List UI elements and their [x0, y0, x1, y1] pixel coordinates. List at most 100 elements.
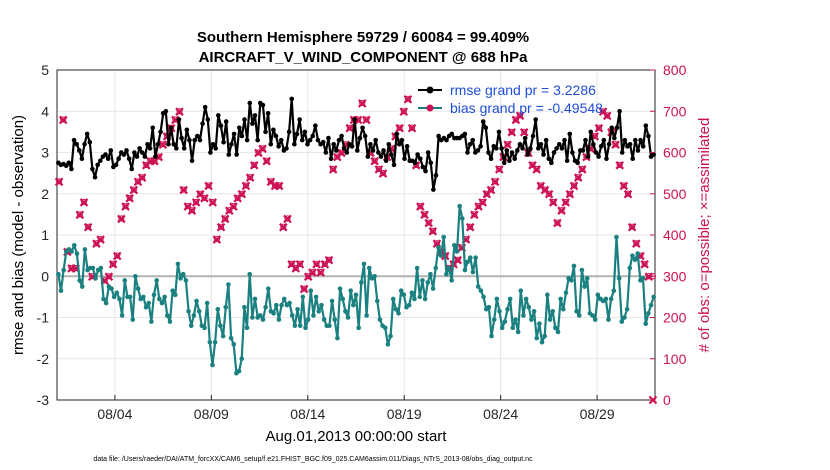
x-tick-labels: 08/04 08/09 08/14 08/19 08/24 08/29	[97, 395, 615, 422]
obs-possible-point	[118, 215, 125, 222]
obs-possible-point	[533, 165, 540, 173]
obs-assimilated-point	[204, 181, 213, 191]
obs-assimilated-point	[279, 222, 288, 232]
rmse-point	[381, 148, 386, 153]
rmse-point	[163, 108, 169, 114]
bias-point	[624, 306, 630, 312]
rmse-point	[297, 117, 302, 122]
bias-point	[608, 296, 614, 302]
x-tick-label: 08/09	[194, 406, 229, 422]
obs-possible-point	[562, 198, 569, 206]
obs-possible-point	[209, 198, 216, 206]
bias-point	[467, 255, 473, 260]
rmse-point	[533, 117, 538, 122]
bias-point	[127, 294, 133, 300]
bias-point	[210, 362, 215, 368]
rmse-point	[121, 152, 127, 157]
rmse-point	[378, 154, 384, 159]
rmse-point	[229, 141, 234, 147]
obs-assimilated-point	[602, 111, 612, 121]
bias-point	[141, 294, 146, 300]
obs-assimilated-point	[615, 161, 624, 170]
bias-point	[452, 243, 457, 248]
obs-assimilated-point	[465, 222, 475, 232]
obs-possible-point	[259, 145, 266, 152]
bias-point	[265, 286, 271, 291]
rmse-point	[66, 160, 72, 166]
rmse-point	[218, 123, 224, 128]
obs-possible-point	[159, 141, 166, 148]
bias-point	[308, 288, 314, 293]
bias-point	[550, 309, 555, 314]
rmse-point	[470, 137, 476, 143]
rmse-point	[90, 166, 95, 172]
obs-possible-point	[251, 161, 258, 168]
y-left-tick-label: 4	[41, 103, 49, 119]
bias-point	[510, 325, 516, 331]
bias-point	[433, 265, 439, 271]
bias-point	[329, 298, 335, 304]
obs-assimilated-point	[548, 198, 558, 207]
rmse-point	[310, 133, 316, 139]
rmse-point	[622, 137, 628, 143]
obs-assimilated-point	[108, 260, 118, 269]
rmse-point	[124, 148, 129, 153]
bias-point	[473, 255, 478, 260]
bias-point	[422, 296, 428, 302]
bias-point	[239, 356, 245, 362]
obs-possible-point	[213, 236, 220, 243]
bias-point	[438, 253, 444, 258]
bias-point	[361, 261, 367, 267]
obs-assimilated-point	[258, 144, 267, 154]
obs-possible-point	[296, 260, 304, 267]
rmse-point	[234, 152, 239, 157]
rmse-point	[134, 154, 140, 159]
obs-possible-point	[371, 157, 378, 164]
obs-possible-point	[292, 264, 299, 272]
obs-possible-point	[325, 256, 333, 263]
bias-point	[393, 306, 399, 312]
rmse-point	[598, 144, 604, 149]
bias-point	[539, 339, 545, 345]
obs-possible-point	[193, 198, 200, 206]
rmse-point	[402, 156, 407, 161]
rmse-point	[483, 125, 489, 131]
rmse-point	[651, 152, 656, 157]
obs-assimilated-point	[229, 202, 238, 211]
bias-series	[56, 203, 656, 376]
obs-possible-point	[321, 260, 328, 267]
rmse-point	[108, 148, 114, 153]
bias-point	[180, 271, 186, 277]
bias-point	[93, 276, 98, 281]
bias-point	[170, 288, 175, 293]
obs-possible-point	[429, 227, 436, 234]
bias-point	[345, 315, 351, 320]
obs-possible-point	[400, 108, 407, 115]
bias-point	[579, 267, 585, 273]
y-right-tick-label: 800	[663, 62, 687, 78]
obs-assimilated-point	[179, 185, 188, 195]
obs-possible-point	[408, 124, 416, 131]
obs-assimilated-point	[96, 235, 105, 244]
obs-assimilated-point	[407, 123, 417, 133]
rmse-point	[612, 135, 617, 141]
bias-point	[372, 273, 377, 279]
footnote: data file: /Users/raeder/DAI/ATM_forcXX/…	[93, 456, 533, 463]
bias-point	[196, 309, 202, 314]
bias-point	[204, 300, 210, 306]
obs-assimilated-point	[328, 165, 338, 174]
obs-possible-point	[60, 116, 67, 123]
obs-assimilated-point	[125, 194, 134, 203]
bias-point	[545, 292, 550, 298]
obs-assimilated-point	[117, 214, 126, 224]
bias-point	[356, 325, 361, 331]
rmse-point	[551, 150, 557, 155]
obs-possible-point	[130, 186, 137, 193]
y-left-axis-label: rmse and bias (model - observation)	[10, 115, 27, 355]
rmse-point	[213, 146, 218, 151]
rmse-point	[499, 146, 504, 151]
bias-point	[420, 278, 425, 283]
bias-point	[101, 296, 106, 302]
rmse-point	[226, 152, 232, 157]
rmse-point	[528, 146, 533, 151]
